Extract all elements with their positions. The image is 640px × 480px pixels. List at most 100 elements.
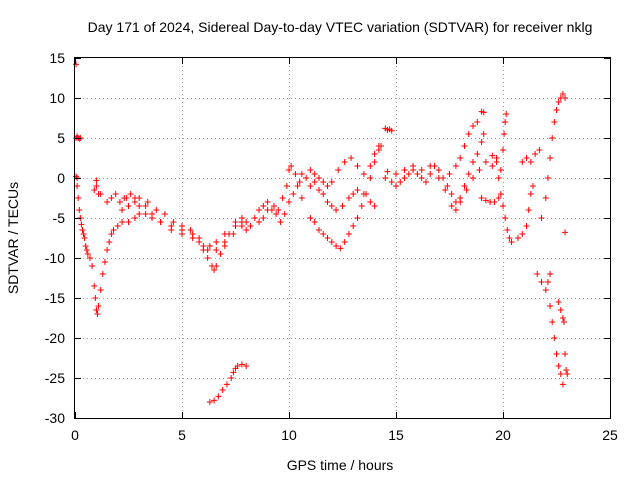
data-point (288, 163, 295, 169)
data-point (230, 369, 237, 376)
data-point (119, 207, 126, 213)
data-point (211, 267, 218, 273)
data-point (91, 187, 98, 193)
data-point (401, 175, 408, 181)
data-point (298, 171, 305, 177)
data-point (470, 175, 477, 181)
data-point (238, 361, 245, 368)
data-point (131, 215, 138, 221)
data-point (94, 311, 101, 317)
data-point (525, 207, 532, 213)
data-point (557, 371, 564, 377)
data-point (131, 195, 138, 201)
data-point (219, 387, 226, 393)
data-point (388, 179, 395, 185)
data-point (161, 211, 168, 217)
data-point (206, 243, 213, 249)
data-point (384, 168, 391, 175)
data-point (307, 215, 314, 221)
data-point (328, 203, 335, 209)
data-point (292, 171, 299, 177)
data-point (418, 175, 425, 181)
data-point (495, 195, 502, 201)
data-point (125, 203, 132, 209)
data-point (562, 229, 569, 236)
data-point (136, 211, 143, 217)
data-point (251, 215, 258, 221)
data-point (354, 163, 361, 169)
data-point (75, 195, 82, 201)
data-point (179, 231, 185, 237)
data-point (127, 191, 134, 197)
data-point (519, 231, 526, 237)
data-point (442, 187, 449, 193)
data-point (493, 155, 500, 161)
data-point (422, 179, 429, 185)
data-point (311, 179, 318, 185)
data-point (457, 199, 464, 205)
data-point (448, 203, 455, 209)
data-point (348, 155, 355, 161)
data-point (230, 231, 237, 237)
data-point (238, 223, 245, 229)
data-point (500, 147, 506, 153)
data-point (114, 223, 121, 229)
data-point (221, 231, 228, 237)
data-point (79, 227, 86, 233)
data-point (463, 187, 470, 193)
data-point (547, 155, 554, 161)
data-point (213, 239, 220, 245)
data-points (73, 61, 571, 405)
data-point (335, 167, 342, 173)
data-point (153, 207, 160, 213)
data-point (504, 227, 511, 233)
y-tick-label: 0 (57, 170, 65, 186)
data-point (142, 211, 149, 217)
data-point (559, 315, 566, 321)
data-point (97, 191, 104, 197)
data-point (358, 203, 365, 209)
data-point (204, 255, 211, 261)
data-point (367, 163, 374, 169)
chart-title: Day 171 of 2024, Sidereal Day-to-day VTE… (88, 19, 593, 35)
y-tick-label: -30 (45, 410, 65, 426)
data-point (500, 203, 506, 209)
data-point (465, 171, 472, 177)
data-point (378, 143, 385, 149)
x-tick-label: 25 (602, 427, 618, 443)
y-tick-label: -10 (45, 250, 65, 266)
data-point (557, 307, 564, 313)
data-point (228, 375, 235, 381)
data-point (200, 243, 207, 249)
data-point (298, 195, 305, 201)
data-point (401, 167, 408, 173)
y-tick-label: -15 (45, 290, 65, 306)
data-point (461, 143, 468, 149)
plot-frame (74, 57, 611, 419)
data-point (333, 207, 340, 213)
data-point (324, 235, 331, 241)
data-point (448, 191, 455, 197)
data-point (562, 351, 569, 357)
data-point (108, 195, 115, 201)
data-point (542, 195, 549, 201)
x-tick-label: 10 (281, 427, 297, 443)
data-point (273, 211, 280, 217)
data-point (74, 183, 81, 189)
data-point (283, 183, 290, 189)
data-point (187, 227, 194, 233)
data-point (519, 159, 526, 165)
data-point (333, 243, 340, 249)
data-point (410, 163, 417, 169)
data-point (489, 152, 496, 159)
data-point (264, 199, 271, 205)
data-point (536, 147, 543, 153)
data-point (514, 235, 521, 241)
data-point (315, 227, 322, 233)
data-point (478, 195, 485, 201)
data-point (354, 187, 361, 193)
data-point (491, 199, 498, 205)
data-point (478, 139, 485, 145)
data-point (73, 61, 80, 68)
data-point (91, 283, 98, 289)
